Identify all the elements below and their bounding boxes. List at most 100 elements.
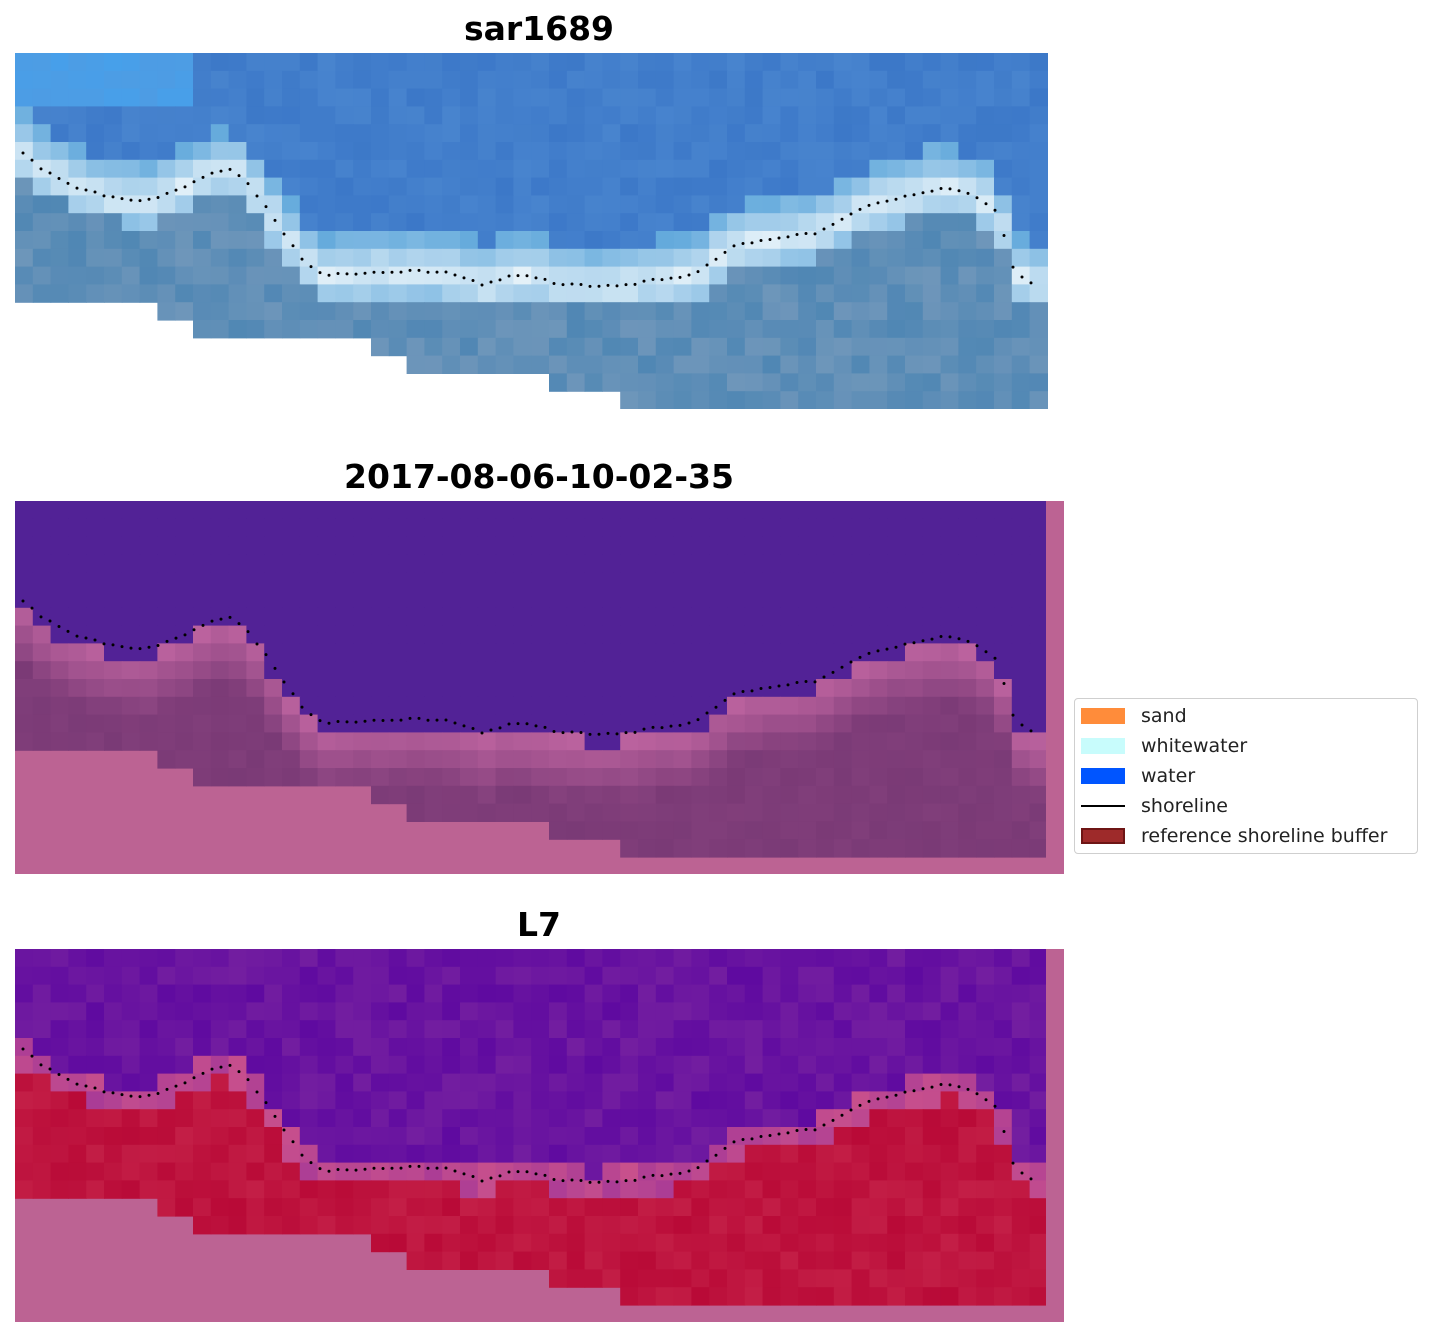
pixel-cell bbox=[104, 554, 123, 573]
pixel-cell bbox=[976, 266, 995, 285]
pixel-cell bbox=[210, 679, 230, 698]
shoreline-point bbox=[93, 1086, 97, 1090]
pixel-cell bbox=[317, 106, 336, 125]
pixel-cell bbox=[210, 1091, 230, 1110]
pixel-cell bbox=[816, 572, 835, 591]
shoreline-line-swatch bbox=[1081, 798, 1125, 814]
pixel-cell bbox=[922, 320, 942, 339]
pixel-cell bbox=[727, 1002, 746, 1021]
pixel-cell bbox=[246, 53, 265, 72]
pixel-cell bbox=[691, 1109, 710, 1128]
pixel-cell bbox=[121, 1127, 141, 1146]
pixel-cell bbox=[121, 1073, 141, 1092]
pixel-cell bbox=[905, 501, 924, 520]
pixel-cell bbox=[246, 1162, 265, 1181]
pixel-cell bbox=[424, 768, 443, 787]
pixel-cell bbox=[335, 625, 354, 644]
pixel-cell bbox=[210, 1162, 230, 1181]
pixel-cell bbox=[994, 1144, 1013, 1164]
pixel-cell bbox=[531, 625, 550, 644]
pixel-cell bbox=[780, 88, 799, 107]
pixel-cell bbox=[406, 607, 425, 627]
pixel-cell bbox=[68, 1091, 87, 1110]
shoreline-point bbox=[381, 1167, 385, 1171]
pixel-cell bbox=[193, 302, 212, 321]
shoreline-point bbox=[156, 1091, 160, 1095]
shoreline-point bbox=[57, 1073, 61, 1077]
shoreline-point bbox=[291, 1140, 295, 1144]
pixel-cell bbox=[282, 750, 301, 769]
shoreline-point bbox=[993, 208, 997, 212]
pixel-cell bbox=[566, 337, 586, 357]
pixel-cell bbox=[1029, 355, 1048, 374]
pixel-cell bbox=[762, 1002, 781, 1021]
pixel-cell bbox=[406, 1038, 425, 1057]
pixel-cell bbox=[1029, 966, 1048, 986]
pixel-cell bbox=[388, 696, 408, 716]
pixel-cell bbox=[317, 231, 336, 250]
pixel-cell bbox=[620, 1020, 639, 1039]
pixel-cell bbox=[905, 1216, 924, 1235]
pixel-cell bbox=[104, 284, 123, 303]
pixel-cell bbox=[388, 320, 408, 339]
pixel-cell bbox=[940, 1091, 959, 1110]
pixel-cell bbox=[762, 1251, 781, 1270]
pixel-cell bbox=[175, 302, 194, 321]
pixel-cell bbox=[994, 1091, 1013, 1110]
pixel-cell bbox=[851, 518, 870, 538]
pixel-cell bbox=[424, 337, 443, 357]
pixel-cell bbox=[406, 248, 425, 268]
pixel-cell bbox=[958, 70, 977, 90]
shoreline-point bbox=[354, 720, 358, 724]
pixel-cell bbox=[905, 554, 924, 573]
pixel-cell bbox=[780, 106, 799, 125]
pixel-cell bbox=[68, 284, 87, 303]
pixel-cell bbox=[887, 1091, 906, 1110]
pixel-cell bbox=[388, 1144, 408, 1164]
pixel-cell bbox=[32, 53, 52, 72]
pixel-cell bbox=[335, 572, 354, 591]
pixel-cell bbox=[282, 536, 301, 555]
shoreline-point bbox=[363, 719, 367, 723]
pixel-cell bbox=[513, 696, 532, 716]
shoreline-point bbox=[741, 1138, 745, 1142]
pixel-cell bbox=[691, 373, 710, 392]
pixel-cell bbox=[940, 1198, 959, 1217]
pixel-cell bbox=[175, 124, 194, 143]
pixel-cell bbox=[157, 984, 176, 1003]
pixel-cell bbox=[887, 70, 906, 90]
pixel-cell bbox=[228, 1162, 247, 1181]
pixel-cell bbox=[317, 248, 336, 268]
pixel-cell bbox=[798, 248, 817, 268]
pixel-cell bbox=[442, 284, 461, 303]
pixel-cell bbox=[175, 159, 194, 179]
shoreline-point bbox=[156, 195, 160, 199]
pixel-cell bbox=[780, 572, 799, 591]
pixel-cell bbox=[744, 106, 764, 125]
pixel-cell bbox=[32, 714, 52, 733]
pixel-cell bbox=[442, 750, 461, 769]
pixel-cell bbox=[673, 572, 692, 591]
pixel-cell bbox=[762, 266, 781, 285]
pixel-cell bbox=[388, 195, 408, 214]
pixel-cell bbox=[282, 231, 301, 250]
pixel-cell bbox=[958, 337, 977, 357]
shoreline-point bbox=[795, 233, 799, 237]
pixel-cell bbox=[210, 195, 230, 214]
pixel-cell bbox=[264, 142, 283, 161]
pixel-cell bbox=[513, 536, 532, 555]
pixel-cell bbox=[246, 1038, 265, 1057]
pixel-cell bbox=[406, 1002, 425, 1021]
shoreline-point bbox=[102, 194, 106, 198]
shoreline-point bbox=[660, 278, 664, 282]
pixel-cell bbox=[958, 679, 977, 698]
pixel-cell bbox=[976, 590, 995, 609]
pixel-cell bbox=[887, 1144, 906, 1164]
pixel-cell bbox=[655, 696, 675, 716]
pixel-cell bbox=[727, 768, 746, 787]
pixel-cell bbox=[32, 696, 52, 716]
pixel-cell bbox=[940, 53, 959, 72]
pixel-cell bbox=[958, 750, 977, 769]
pixel-cell bbox=[299, 284, 319, 303]
pixel-cell bbox=[424, 88, 443, 107]
